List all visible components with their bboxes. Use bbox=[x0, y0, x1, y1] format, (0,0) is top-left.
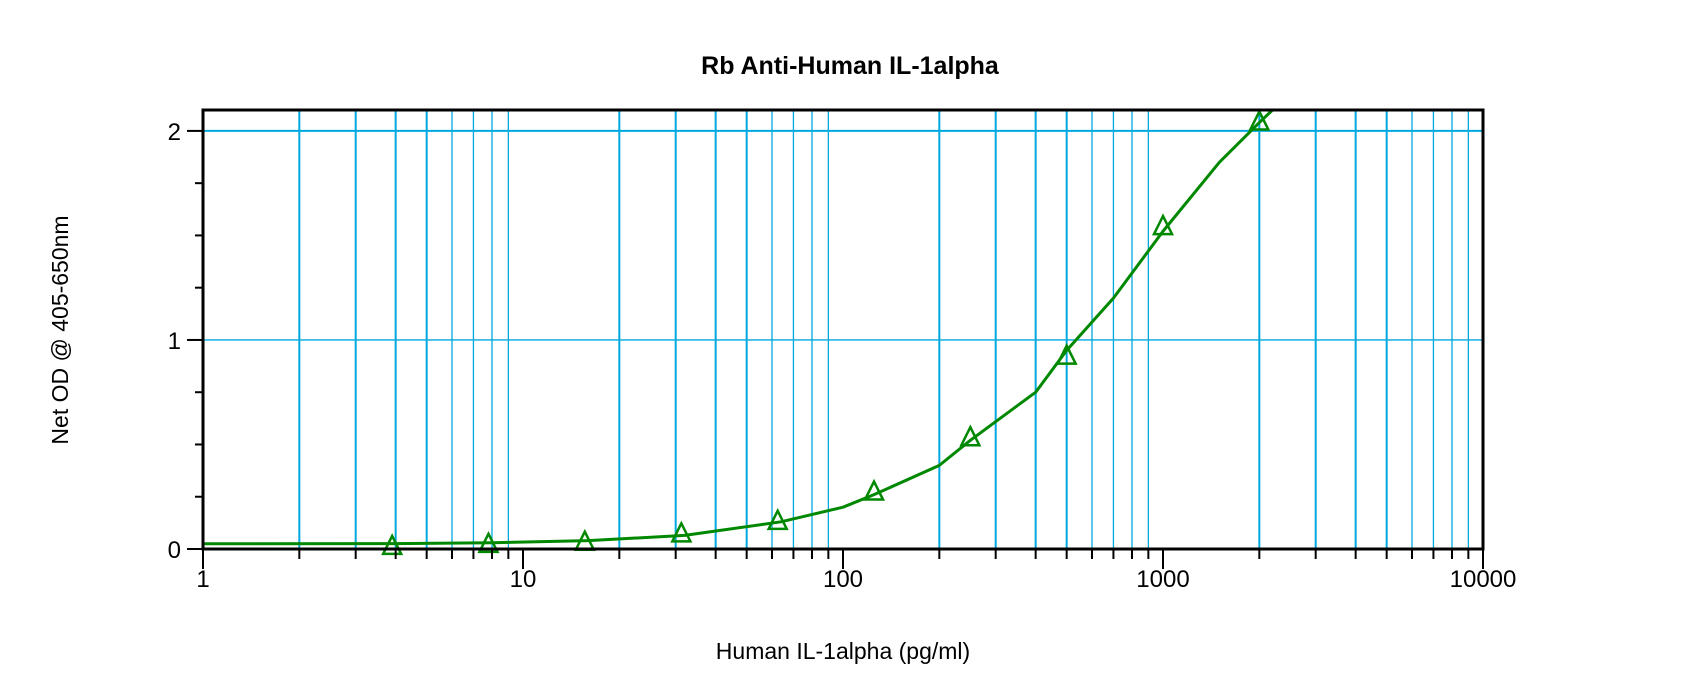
data-point-triangle bbox=[381, 533, 404, 556]
data-point-triangle bbox=[477, 531, 500, 554]
data-point-triangle bbox=[1055, 342, 1078, 365]
x-tick-label: 1 bbox=[196, 566, 209, 593]
y-tick-label: 2 bbox=[168, 119, 181, 146]
data-point-triangle bbox=[1151, 213, 1175, 236]
y-tick-label: 0 bbox=[168, 537, 181, 564]
y-tick-label: 1 bbox=[168, 328, 181, 355]
fit-curve-layer bbox=[202, 108, 1274, 546]
data-point-triangle bbox=[1248, 108, 1271, 131]
data-point-triangle bbox=[862, 478, 886, 501]
x-tick-label: 10000 bbox=[1450, 566, 1517, 593]
x-tick-label: 100 bbox=[823, 566, 863, 593]
x-tick-label: 10 bbox=[510, 566, 537, 593]
data-points bbox=[381, 108, 1271, 556]
data-point-triangle bbox=[766, 508, 789, 531]
x-axis-label: Human IL-1alpha (pg/ml) bbox=[716, 638, 970, 664]
y-axis-label: Net OD @ 405-650nm bbox=[47, 215, 73, 444]
data-point-triangle bbox=[670, 520, 693, 543]
fit-curve bbox=[202, 108, 1274, 546]
x-tick-label: 1000 bbox=[1136, 566, 1189, 593]
data-point-triangle bbox=[959, 424, 982, 447]
chart-title: Rb Anti-Human IL-1alpha bbox=[701, 52, 1000, 80]
grid bbox=[203, 110, 1483, 549]
